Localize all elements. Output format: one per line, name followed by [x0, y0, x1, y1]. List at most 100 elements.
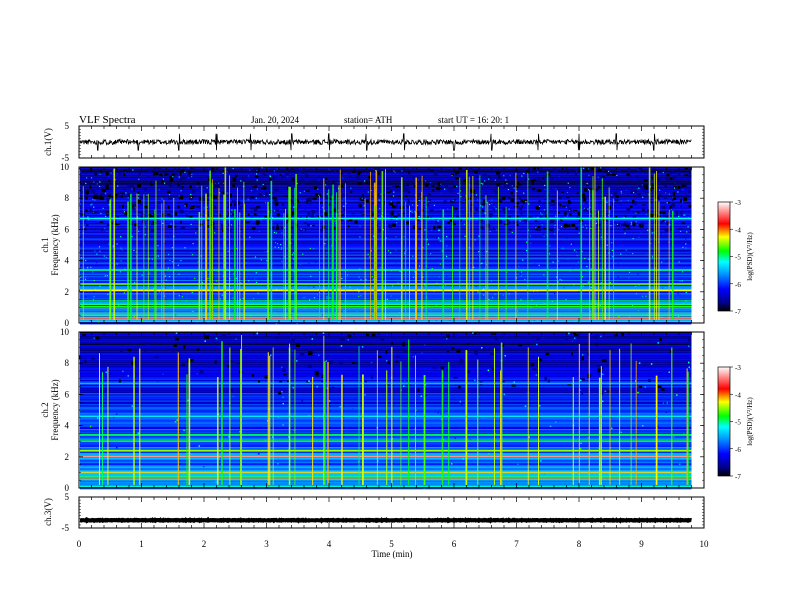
spec-noise — [437, 183, 441, 185]
spec-noise — [466, 370, 470, 374]
spec-sferic — [556, 190, 558, 320]
spec-noise — [547, 379, 550, 384]
spec-speckle — [304, 181, 306, 184]
spec-noise — [213, 342, 216, 344]
spec-noise — [474, 170, 478, 174]
spec-speckle — [616, 223, 619, 226]
spec-speckle — [240, 282, 242, 284]
spec-speckle — [418, 265, 421, 267]
spec-speckle — [600, 282, 602, 284]
spec-noise — [654, 181, 660, 184]
spec-noise — [390, 211, 394, 216]
spec-noise — [630, 190, 633, 194]
spec-speckle — [180, 260, 182, 262]
spec-speckle — [356, 310, 358, 312]
spec-speckle — [304, 296, 306, 298]
spec-speckle — [217, 270, 220, 272]
spec-noise — [506, 183, 510, 187]
spec-sferic — [163, 199, 165, 320]
spec-noise — [114, 193, 118, 197]
spec-noise — [683, 197, 688, 201]
spec-speckle — [495, 296, 498, 298]
spec-speckle — [440, 183, 442, 185]
spec-speckle — [538, 249, 540, 251]
spec-noise — [501, 380, 505, 384]
spec-noise — [550, 178, 553, 180]
spec-noise — [662, 211, 666, 214]
spec-noise — [576, 179, 580, 182]
spec-noise — [426, 204, 429, 207]
spec-speckle — [305, 273, 308, 275]
spec-speckle — [467, 250, 469, 252]
spec-speckle — [321, 314, 324, 316]
spec-speckle — [632, 237, 634, 240]
spec-speckle — [137, 173, 139, 175]
spec-speckle — [659, 189, 661, 191]
spec-speckle — [488, 178, 490, 180]
spec-row — [80, 363, 692, 365]
spec-speckle — [588, 174, 590, 177]
spec-speckle — [360, 279, 362, 281]
spec-speckle — [175, 314, 177, 316]
spec-noise — [629, 174, 632, 177]
spec-sferic — [452, 206, 453, 320]
spec-speckle — [275, 288, 277, 290]
spec-speckle — [178, 176, 180, 178]
spec-speckle — [212, 168, 214, 170]
spec-speckle — [162, 288, 164, 290]
spec-noise — [106, 171, 109, 173]
spec-speckle — [291, 314, 293, 316]
spec-noise — [84, 218, 87, 223]
spec-noise — [306, 198, 310, 201]
spec-row — [80, 419, 692, 421]
spec-speckle — [574, 253, 576, 255]
spec-speckle — [414, 211, 416, 213]
spec-sferic — [459, 177, 461, 320]
spec-noise — [118, 172, 122, 175]
spec-noise — [565, 338, 569, 341]
spec-speckle — [351, 231, 353, 233]
spec-speckle — [107, 293, 109, 295]
spec-speckle — [318, 179, 320, 181]
spec-speckle — [318, 237, 320, 239]
spec-speckle — [441, 286, 443, 288]
spec-row — [80, 333, 692, 335]
spec-noise — [351, 213, 355, 215]
spec-speckle — [355, 174, 357, 176]
spec-speckle — [542, 233, 544, 236]
spec-noise — [127, 349, 132, 352]
spec-speckle — [187, 212, 189, 214]
spec-speckle — [133, 315, 135, 317]
spec-noise — [518, 344, 523, 347]
spec-noise — [120, 192, 124, 195]
spec-speckle — [543, 235, 545, 237]
spec-speckle — [664, 192, 667, 194]
spec-noise — [309, 201, 311, 205]
spec-noise — [211, 175, 215, 177]
spec-speckle — [500, 319, 502, 322]
spec-noise — [105, 172, 109, 176]
spec-noise — [278, 391, 282, 395]
spec-speckle — [528, 203, 530, 205]
spec-speckle — [418, 199, 420, 202]
spec-speckle — [672, 197, 674, 199]
spec-noise — [648, 379, 651, 382]
spec-noise — [454, 199, 456, 201]
spec-noise — [672, 192, 676, 196]
spec-speckle — [255, 173, 258, 175]
spec-speckle — [342, 301, 344, 303]
spec-speckle — [329, 297, 331, 299]
spec-noise — [677, 196, 680, 198]
spec-speckle — [369, 253, 371, 255]
spec-noise — [291, 211, 296, 216]
y-tick-label: 5 — [65, 121, 70, 131]
spec-noise — [284, 195, 288, 197]
spec-sferic — [154, 209, 156, 320]
spec-noise — [462, 202, 465, 204]
spec-noise — [94, 172, 97, 176]
spec-sferic — [374, 205, 377, 320]
spec-noise — [496, 184, 500, 187]
spec-row — [80, 354, 692, 357]
spec-speckle — [654, 267, 656, 269]
spec-speckle — [542, 202, 544, 204]
